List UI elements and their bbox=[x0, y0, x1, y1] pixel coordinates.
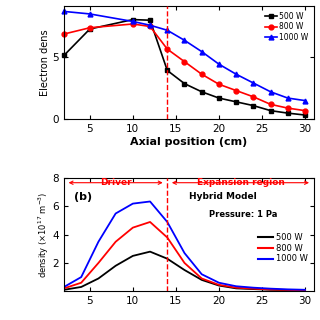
Y-axis label: density ($\times$10$^{17}$ m$^{-3}$): density ($\times$10$^{17}$ m$^{-3}$) bbox=[37, 191, 51, 278]
Legend: 500 W, 800 W, 1000 W: 500 W, 800 W, 1000 W bbox=[264, 10, 310, 43]
Text: Expansion region: Expansion region bbox=[196, 178, 284, 187]
Text: Pressure: 1 Pa: Pressure: 1 Pa bbox=[209, 210, 277, 219]
Y-axis label: Electron dens: Electron dens bbox=[40, 29, 50, 96]
Text: Hybrid Model: Hybrid Model bbox=[189, 192, 257, 201]
Legend: 500 W, 800 W, 1000 W: 500 W, 800 W, 1000 W bbox=[256, 231, 309, 265]
Text: (b): (b) bbox=[74, 192, 92, 202]
Text: Driver: Driver bbox=[100, 178, 132, 187]
X-axis label: Axial position (cm): Axial position (cm) bbox=[130, 137, 247, 147]
